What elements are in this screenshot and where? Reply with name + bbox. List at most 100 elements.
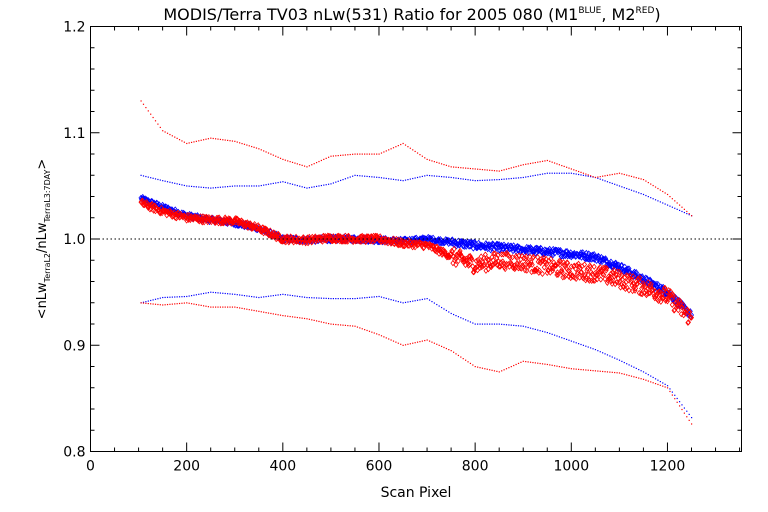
envelope-point-lower [690, 423, 693, 425]
mean-point [482, 244, 488, 252]
envelope-point-upper [467, 167, 469, 169]
envelope-point-upper [433, 175, 435, 177]
envelope-point-lower [200, 304, 202, 306]
envelope-point-upper [582, 174, 585, 176]
envelope-point-upper [467, 179, 469, 181]
envelope-point-upper [505, 178, 508, 180]
envelope-point-upper [510, 177, 512, 180]
mean-point [655, 280, 661, 288]
envelope-point-lower [234, 293, 236, 295]
envelope-point-lower [385, 297, 387, 299]
envelope-point-lower [440, 306, 443, 309]
envelope-point-upper [597, 176, 599, 178]
mean-point [493, 244, 499, 251]
envelope-point-lower [426, 339, 428, 341]
envelope-point-upper [541, 160, 544, 162]
envelope-point-upper [392, 147, 395, 149]
envelope-point-upper [609, 181, 611, 184]
plot-points [138, 100, 695, 425]
envelope-point-upper [327, 156, 330, 158]
envelope-point-upper [313, 163, 315, 165]
mean-point [639, 290, 645, 298]
envelope-point-lower [645, 372, 647, 374]
envelope-point-lower [171, 303, 173, 305]
envelope-point-lower [253, 296, 255, 298]
envelope-point-lower [508, 367, 510, 369]
mean-point [469, 255, 475, 262]
envelope-point-upper [164, 131, 166, 133]
envelope-point-lower [580, 343, 582, 346]
envelope-point-upper [219, 138, 222, 141]
envelope-point-upper [561, 164, 563, 167]
envelope-point-lower [513, 324, 515, 326]
envelope-point-upper [270, 153, 272, 155]
envelope-point-upper [352, 175, 354, 177]
envelope-point-lower [428, 340, 431, 342]
envelope-point-lower [337, 324, 339, 326]
envelope-point-lower [431, 341, 433, 343]
mean-point [493, 244, 499, 251]
envelope-point-upper [323, 158, 325, 161]
mean-point [226, 215, 232, 222]
envelope-point-lower [342, 324, 344, 326]
mean-point [614, 261, 620, 268]
envelope-point-lower [501, 323, 503, 325]
envelope-point-lower [356, 326, 359, 328]
envelope-point-upper [486, 179, 488, 181]
envelope-point-upper [337, 180, 339, 182]
mean-point [579, 268, 585, 276]
envelope-point-upper [479, 168, 481, 170]
envelope-point-upper [580, 174, 582, 176]
mean-point [661, 284, 667, 292]
envelope-point-upper [517, 177, 520, 179]
envelope-point-lower [462, 358, 464, 360]
envelope-point-lower [674, 398, 676, 400]
envelope-point-lower [527, 326, 529, 329]
envelope-point-lower [453, 313, 455, 316]
envelope-point-lower [654, 378, 657, 380]
envelope-point-lower [616, 372, 618, 374]
envelope-point-lower [366, 329, 368, 332]
envelope-point-upper [551, 161, 553, 163]
envelope-point-upper [688, 214, 690, 216]
envelope-point-upper [272, 154, 274, 156]
mean-point [633, 285, 639, 292]
y-axis-label-sub2: TerraL3:7DAY [43, 169, 52, 223]
envelope-point-upper [385, 150, 387, 152]
envelope-point-upper [207, 187, 209, 189]
envelope-point-upper [239, 185, 241, 187]
envelope-point-upper [630, 189, 633, 191]
envelope-point-lower [166, 296, 169, 298]
envelope-point-upper [611, 173, 613, 176]
envelope-point-lower [505, 368, 508, 370]
envelope-point-lower [424, 339, 426, 342]
mean-point [497, 263, 503, 270]
envelope-point-lower [563, 337, 565, 340]
envelope-point-lower [479, 367, 481, 369]
envelope-point-upper [366, 153, 368, 155]
mean-point [421, 244, 427, 251]
mean-point [565, 260, 571, 267]
y-axis: 0.8 0.9 1.0 1.1 1.2 [63, 20, 742, 461]
envelope-point-upper [243, 185, 246, 187]
mean-point [283, 239, 289, 246]
envelope-point-upper [460, 178, 462, 180]
envelope-point-lower [638, 368, 640, 371]
envelope-point-lower [327, 322, 330, 325]
envelope-point-upper [501, 178, 503, 180]
mean-point [653, 280, 659, 288]
envelope-point-upper [159, 126, 161, 129]
envelope-point-upper [580, 171, 582, 173]
envelope-point-lower [669, 390, 671, 393]
mean-point [595, 272, 601, 279]
envelope-point-lower [602, 352, 604, 354]
mean-point [604, 265, 610, 272]
envelope-point-upper [568, 172, 570, 174]
mean-point [591, 277, 597, 284]
envelope-point-upper [258, 148, 260, 150]
envelope-point-upper [618, 172, 621, 174]
envelope-point-lower [587, 346, 589, 348]
envelope-point-upper [236, 185, 238, 187]
envelope-point-upper [450, 166, 452, 168]
envelope-point-upper [606, 181, 609, 183]
